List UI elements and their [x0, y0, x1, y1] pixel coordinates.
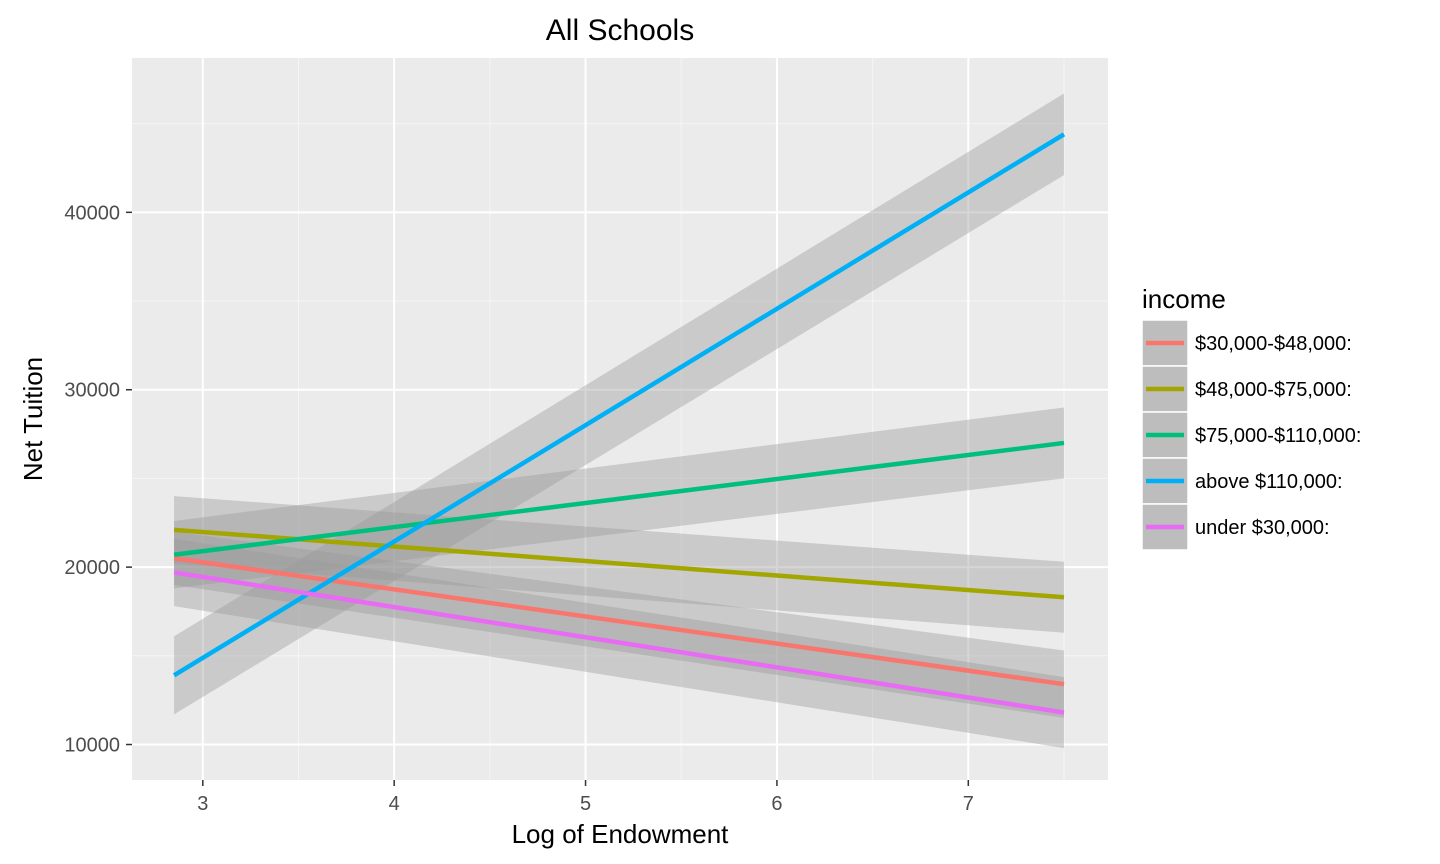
plot-panel — [132, 58, 1108, 780]
legend-item[interactable]: $48,000-$75,000: — [1141, 365, 1352, 413]
series-line-4[interactable] — [173, 570, 1065, 715]
x-tick-label: 7 — [963, 793, 974, 815]
legend-title: income — [1142, 284, 1226, 314]
y-tick-label: 30000 — [64, 380, 120, 402]
series-line-2[interactable] — [173, 440, 1065, 557]
x-tick-label: 4 — [389, 793, 400, 815]
series-line-0[interactable] — [173, 556, 1065, 687]
x-tick-label: 6 — [771, 793, 782, 815]
legend: income $30,000-$48,000: $48,000-$75,000: $7… — [1141, 284, 1361, 551]
chart-title: All Schools — [546, 14, 694, 47]
legend-item[interactable]: $30,000-$48,000: — [1141, 319, 1352, 367]
legend-item[interactable]: under $30,000: — [1141, 503, 1330, 551]
legend-label-1: $48,000-$75,000: — [1195, 379, 1352, 401]
x-axis-title: Log of Endowment — [512, 819, 730, 849]
y-tick-label: 20000 — [64, 557, 120, 579]
y-axis-title: Net Tuition — [18, 357, 48, 481]
series-line-1[interactable] — [173, 527, 1065, 600]
axes: 3 4 5 6 7 10000 20000 30000 40000 — [64, 202, 973, 815]
legend-label-4: under $30,000: — [1195, 517, 1330, 539]
series-line-3[interactable] — [172, 132, 1066, 678]
x-tick-label: 3 — [197, 793, 208, 815]
confidence-band-0 — [174, 531, 1064, 718]
y-tick-label: 10000 — [64, 735, 120, 757]
series-lines — [172, 132, 1066, 715]
legend-item[interactable]: $75,000-$110,000: — [1141, 411, 1361, 459]
y-tick-label: 40000 — [64, 202, 120, 224]
legend-label-0: $30,000-$48,000: — [1195, 333, 1352, 355]
legend-label-3: above $110,000: — [1195, 471, 1343, 493]
legend-item[interactable]: above $110,000: — [1141, 457, 1343, 505]
x-tick-label: 5 — [580, 793, 591, 815]
legend-label-2: $75,000-$110,000: — [1195, 425, 1361, 447]
